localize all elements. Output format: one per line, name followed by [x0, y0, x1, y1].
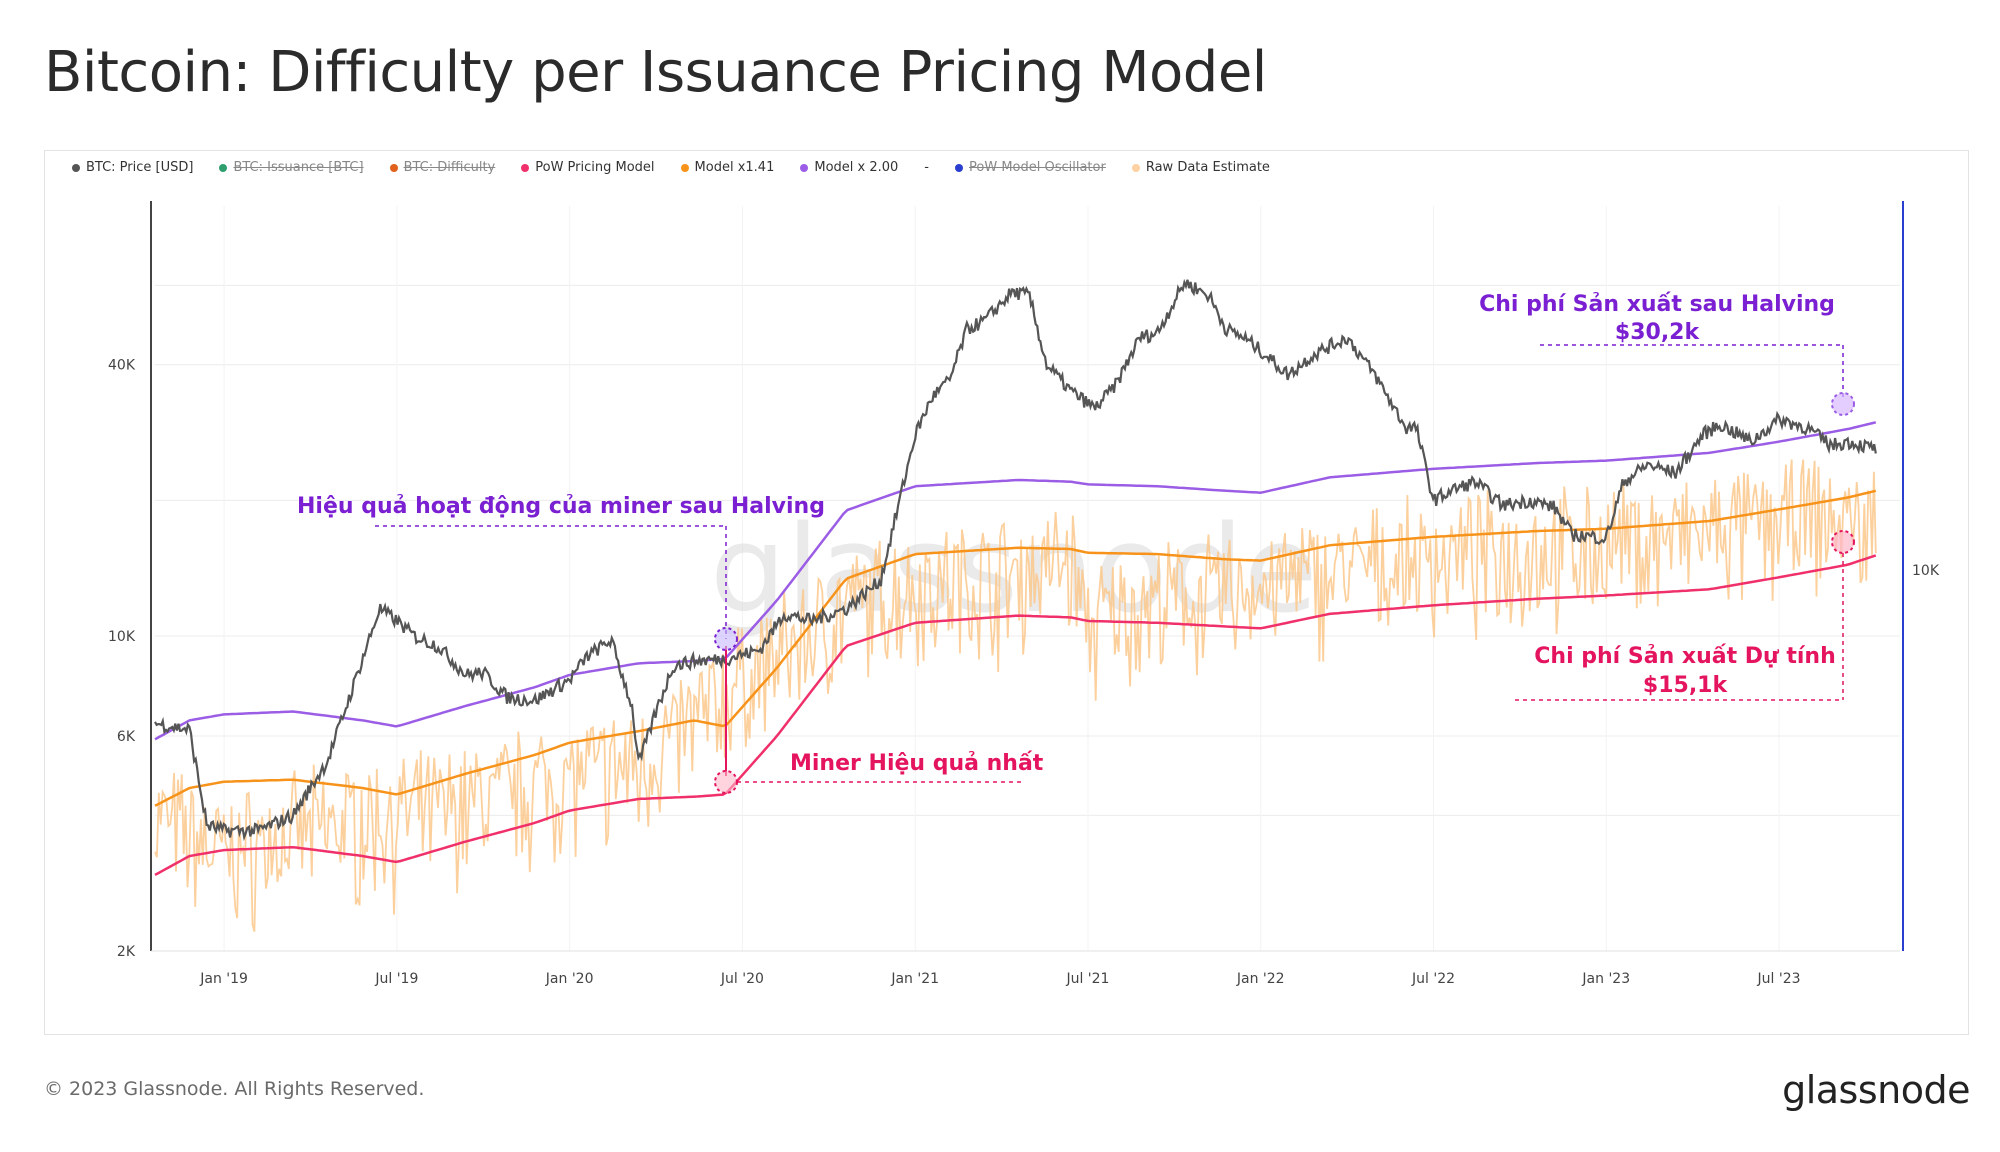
y-tick-label: 10K	[108, 629, 136, 645]
estimated-cost-marker	[1831, 530, 1855, 554]
legend-dot-icon	[521, 163, 530, 172]
x-tick-label: Jan '22	[1236, 971, 1285, 987]
footer-copyright: © 2023 Glassnode. All Rights Reserved.	[44, 1078, 425, 1100]
series-pow-pricing-model	[154, 554, 1877, 877]
x-tick-label: Jan '20	[545, 971, 594, 987]
legend-label: BTC: Difficulty	[403, 160, 496, 175]
y-tick-label: 6K	[117, 729, 136, 745]
y-tick-label: 2K	[117, 944, 136, 960]
legend-item[interactable]: Model x 2.00	[800, 160, 898, 175]
legend-dot-icon	[389, 163, 398, 172]
legend-label: BTC: Issuance [BTC]	[233, 160, 364, 175]
x-tick-label: Jan '21	[890, 971, 939, 987]
legend-item[interactable]: BTC: Issuance [BTC]	[219, 160, 364, 175]
anno-cost-after-halving-title: Chi phí Sản xuất sau Halving	[1479, 292, 1835, 317]
legend-dot-icon	[800, 163, 809, 172]
x-tick-label: Jul '22	[1411, 971, 1455, 987]
y-right-tick-label: 10K	[1912, 563, 1940, 579]
x-tick-label: Jul '21	[1065, 971, 1109, 987]
legend-dot-icon	[955, 163, 963, 172]
halving-marker-purple	[714, 627, 738, 651]
x-tick-label: Jan '23	[1581, 971, 1630, 987]
legend-item[interactable]: Model x1.41	[680, 160, 775, 175]
x-tick-label: Jul '23	[1757, 971, 1801, 987]
legend-label: PoW Pricing Model	[535, 160, 655, 175]
legend-label: PoW Model Oscillator	[969, 160, 1106, 175]
x-tick-label: Jul '19	[374, 971, 418, 987]
legend-label: BTC: Price [USD]	[86, 160, 194, 175]
legend-label: Model x 2.00	[814, 160, 899, 175]
anno-efficiency-after-halving: Hiệu quả hoạt động của miner sau Halving	[297, 494, 825, 519]
legend: BTC: Price [USD] BTC: Issuance [BTC] BTC: …	[72, 160, 1270, 175]
legend-dot-icon	[72, 163, 80, 172]
legend-item[interactable]: PoW Model Oscillator	[955, 160, 1106, 175]
halving-marker-pink	[714, 770, 738, 794]
series-model-x141	[154, 489, 1877, 807]
series-layer	[154, 278, 1877, 932]
legend-label: Model x1.41	[694, 160, 775, 175]
legend-dot-icon	[1131, 163, 1140, 172]
legend-item[interactable]: PoW Pricing Model	[521, 160, 655, 175]
legend-item[interactable]: BTC: Difficulty	[389, 160, 496, 175]
footer-brand-logo: glassnode	[1782, 1068, 1970, 1112]
legend-dot-icon	[680, 163, 689, 172]
x-tick-label: Jul '20	[720, 971, 764, 987]
legend-label: Raw Data Estimate	[1145, 160, 1270, 175]
anno-most-efficient-miner: Miner Hiệu quả nhất	[790, 751, 1044, 776]
page-title: Bitcoin: Difficulty per Issuance Pricing…	[44, 40, 1267, 105]
y-tick-label: 40K	[108, 358, 136, 374]
series-model-x200	[154, 421, 1877, 741]
legend-dot-icon	[219, 163, 228, 172]
x-tick-label: Jan '19	[199, 971, 248, 987]
anno-layer: Hiệu quả hoạt động của miner sau Halving…	[297, 292, 1855, 794]
anno-estimated-cost-title: Chi phí Sản xuất Dự tính	[1534, 644, 1835, 669]
anno-cost-after-halving-value: $30,2k	[1615, 320, 1701, 345]
legend-item[interactable]: -	[924, 160, 929, 175]
legend-item[interactable]: BTC: Price [USD]	[72, 160, 193, 175]
cost-after-halving-marker	[1831, 392, 1855, 416]
legend-item[interactable]: Raw Data Estimate	[1131, 160, 1270, 175]
series-btc-price	[154, 278, 1877, 842]
grid-layer	[155, 206, 1900, 952]
axis-layer: 2K 6K 10K 40K 10K Jan '19 Jul '19 Jan '20 Jul '2…	[108, 201, 1940, 987]
anno-estimated-cost-value: $15,1k	[1643, 673, 1729, 698]
chart-frame: glassnode 2K 6K 10K 40K 10K Jan '19 Jul '19 Jan…	[44, 150, 1969, 1035]
legend-label: -	[924, 160, 929, 175]
